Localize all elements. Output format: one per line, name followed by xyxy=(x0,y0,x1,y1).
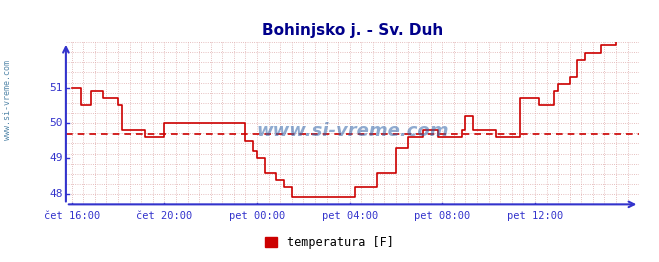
Title: Bohinjsko j. - Sv. Duh: Bohinjsko j. - Sv. Duh xyxy=(262,23,444,38)
Text: čet 16:00: čet 16:00 xyxy=(43,211,100,221)
Text: pet 08:00: pet 08:00 xyxy=(415,211,471,221)
Legend: temperatura [F]: temperatura [F] xyxy=(261,231,398,253)
Text: čet 20:00: čet 20:00 xyxy=(136,211,192,221)
Text: 50: 50 xyxy=(49,118,63,128)
Text: pet 04:00: pet 04:00 xyxy=(322,211,378,221)
Text: pet 12:00: pet 12:00 xyxy=(507,211,563,221)
Text: 48: 48 xyxy=(49,189,63,199)
Text: pet 00:00: pet 00:00 xyxy=(229,211,285,221)
Text: 51: 51 xyxy=(49,83,63,93)
Text: www.si-vreme.com: www.si-vreme.com xyxy=(3,59,13,140)
Text: www.si-vreme.com: www.si-vreme.com xyxy=(256,122,449,140)
Text: 49: 49 xyxy=(49,154,63,163)
